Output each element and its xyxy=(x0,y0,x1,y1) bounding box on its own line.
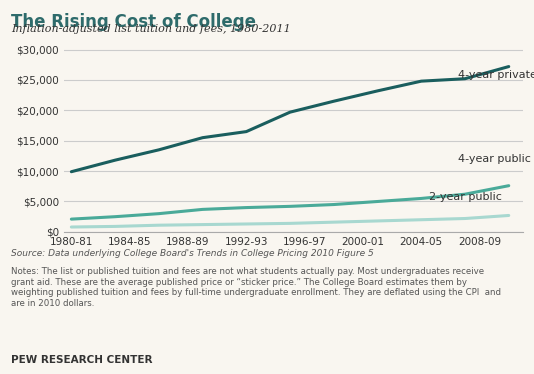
Text: Source: Data underlying College Board's Trends in College Pricing 2010 Figure 5: Source: Data underlying College Board's … xyxy=(11,249,373,258)
Text: Inflation-adjusted list tuition and fees, 1980-2011: Inflation-adjusted list tuition and fees… xyxy=(11,24,290,34)
Text: 4-year private: 4-year private xyxy=(458,70,534,80)
Text: The Rising Cost of College: The Rising Cost of College xyxy=(11,13,256,31)
Text: PEW RESEARCH CENTER: PEW RESEARCH CENTER xyxy=(11,355,152,365)
Text: 2-year public: 2-year public xyxy=(429,191,501,202)
Text: Notes: The list or published tuition and fees are not what students actually pay: Notes: The list or published tuition and… xyxy=(11,267,501,307)
Text: 4-year public: 4-year public xyxy=(458,154,531,164)
